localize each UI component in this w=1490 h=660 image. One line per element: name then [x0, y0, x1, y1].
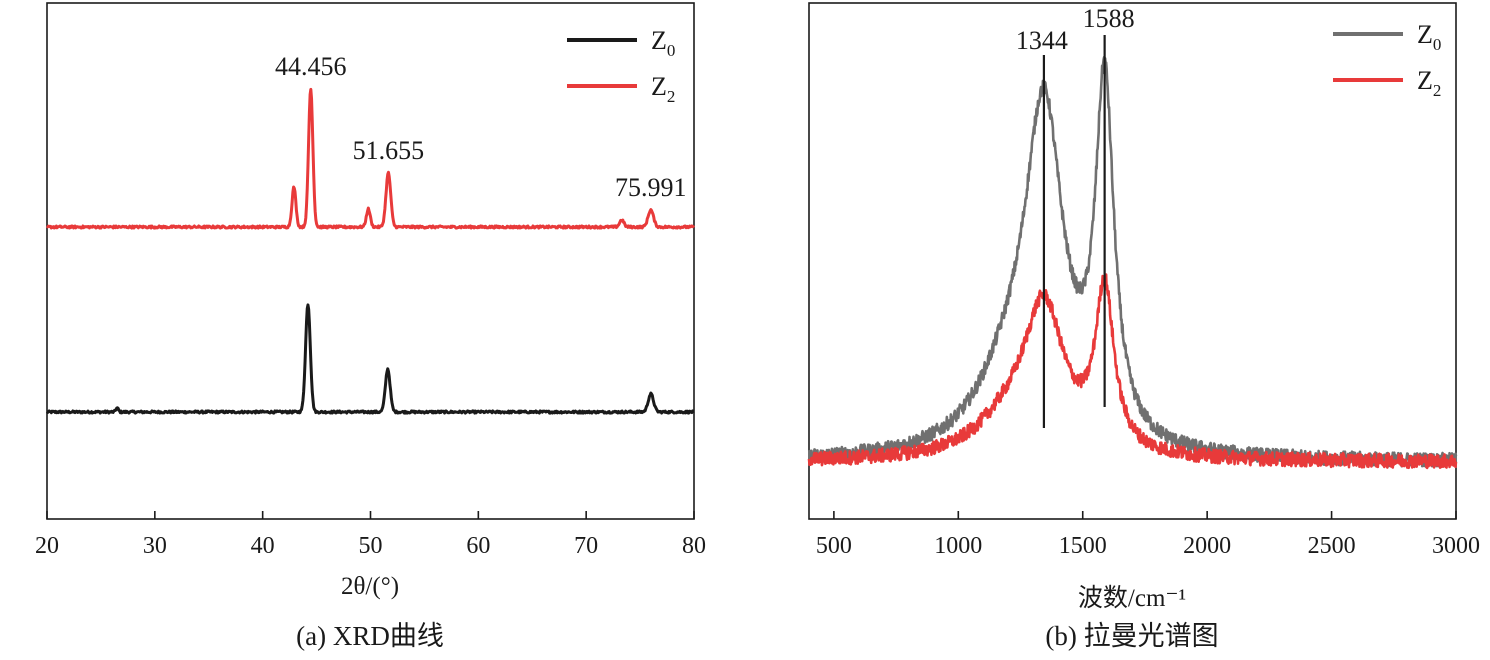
xrd-caption: (a) XRD曲线: [296, 621, 444, 651]
x-tick-label: 2000: [1183, 533, 1231, 559]
x-tick-label: 2500: [1308, 533, 1356, 559]
x-tick-label: 80: [682, 533, 706, 559]
legend-label-base: Z: [1417, 20, 1433, 49]
x-tick-label: 20: [35, 533, 59, 559]
raman-peak-markers: 1344 1588: [1016, 4, 1135, 428]
xrd-peak-label: 75.991: [615, 173, 687, 202]
xrd-peak-label: 44.456: [275, 52, 347, 81]
raman-plot-frame: [808, 2, 1457, 520]
x-tick-label: 50: [359, 533, 383, 559]
x-tick-label: 3000: [1432, 533, 1480, 559]
raman-x-axis-title: 波数/cm⁻¹: [1078, 584, 1186, 612]
raman-series-line-z2: [807, 273, 1458, 470]
x-tick-label: 30: [143, 533, 167, 559]
x-tick-label: 1000: [934, 533, 982, 559]
legend-label-sub: 2: [1433, 81, 1442, 100]
raman-series: [807, 55, 1458, 470]
legend-label-base: Z: [1417, 66, 1433, 95]
x-tick-label: 40: [251, 533, 275, 559]
xrd-peak-label: 51.655: [353, 136, 425, 165]
xrd-series-line-z2: [45, 87, 696, 230]
legend-label-base: Z: [651, 26, 667, 55]
x-tick-label: 500: [816, 533, 852, 559]
x-tick-label: 70: [574, 533, 598, 559]
xrd-plot-frame: [46, 2, 695, 520]
raman-x-ticks: 500 1000 1500 2000 2500 3000: [816, 511, 1480, 559]
legend-label: Z0: [1417, 20, 1441, 54]
legend-label-base: Z: [651, 72, 667, 101]
legend-label-sub: 0: [667, 41, 676, 60]
legend-label: Z0: [651, 26, 675, 60]
legend-label: Z2: [651, 72, 675, 106]
legend-label-sub: 2: [667, 87, 676, 106]
xrd-series: [45, 87, 696, 415]
raman-caption: (b) 拉曼光谱图: [1045, 621, 1218, 651]
legend-label: Z2: [1417, 66, 1441, 100]
x-tick-label: 1500: [1059, 533, 1107, 559]
xrd-series-line-z0: [45, 303, 695, 415]
x-tick-label: 60: [466, 533, 490, 559]
raman-peak-marker-label: 1344: [1016, 26, 1068, 55]
xrd-x-ticks: 20 30 40 50 60 70 80: [35, 511, 706, 559]
legend-label-sub: 0: [1433, 35, 1442, 54]
raman-peak-marker-label: 1588: [1083, 4, 1135, 33]
raman-series-line-z0: [807, 55, 1458, 469]
xrd-x-axis-title: 2θ/(°): [341, 573, 399, 600]
xrd-annotations: 44.456 51.655 75.991: [275, 52, 687, 202]
